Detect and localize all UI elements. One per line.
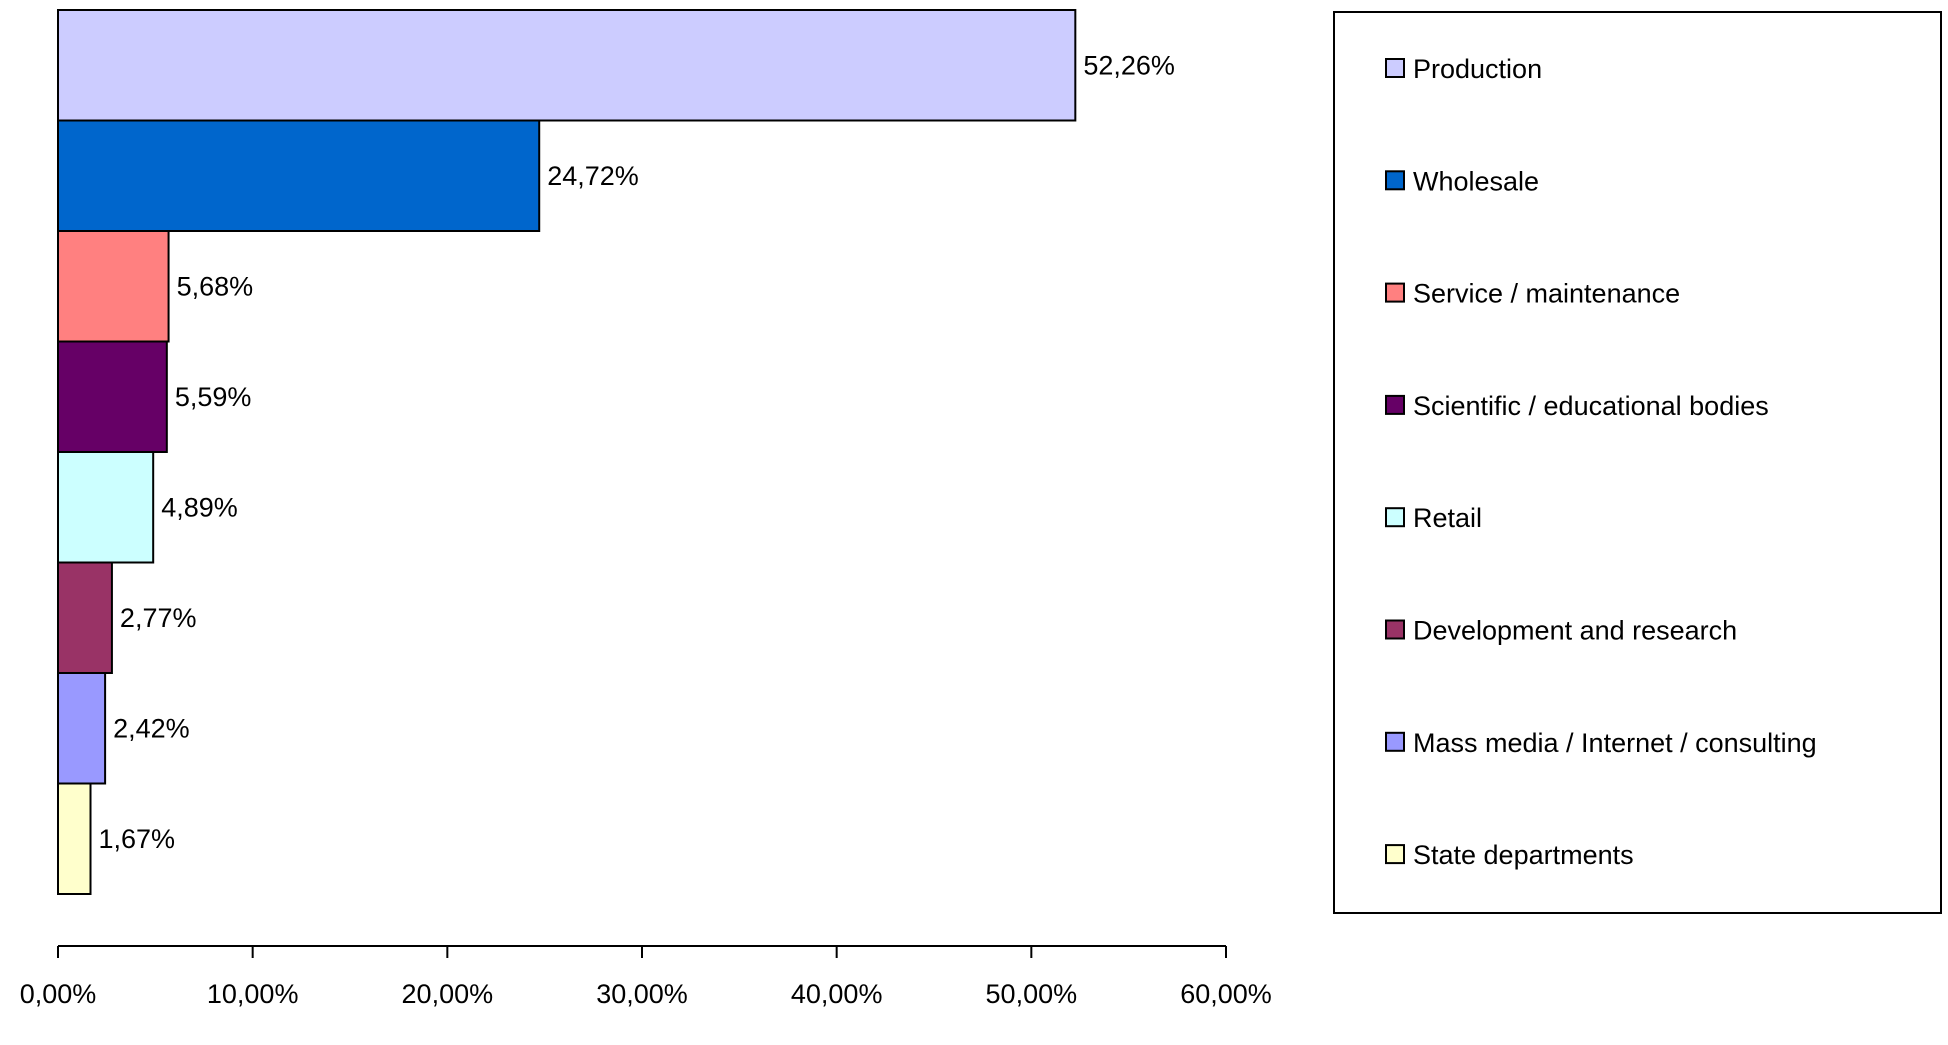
bar-state-departments xyxy=(57,782,92,895)
value-label-production: 52,26% xyxy=(1083,50,1175,80)
legend-swatch-wholesale xyxy=(1385,170,1405,191)
legend-swatch-production xyxy=(1385,58,1405,78)
value-label-state-departments: 1,67% xyxy=(99,824,176,854)
x-tick-label: 10,00% xyxy=(207,979,299,1009)
x-tick-label: 50,00% xyxy=(986,979,1078,1009)
legend-label-state-departments: State departments xyxy=(1413,840,1634,870)
bar-service-maintenance xyxy=(57,230,170,343)
bar-mass-media-internet-consulting xyxy=(57,672,107,785)
x-tick-label: 40,00% xyxy=(791,979,883,1009)
bar-development-and-research xyxy=(57,561,113,674)
value-label-development-and-research: 2,77% xyxy=(120,603,197,633)
legend-box xyxy=(1333,11,1942,914)
bar-wholesale xyxy=(57,119,541,232)
legend-swatch-scientific-educational-bodies xyxy=(1385,394,1405,415)
legend-label-production: Production xyxy=(1413,54,1542,84)
x-tick-label: 20,00% xyxy=(402,979,494,1009)
legend-label-wholesale: Wholesale xyxy=(1413,166,1539,196)
legend-label-scientific-educational-bodies: Scientific / educational bodies xyxy=(1413,391,1769,421)
value-label-mass-media-internet-consulting: 2,42% xyxy=(113,713,190,743)
bar-production xyxy=(57,9,1077,122)
bars-layer xyxy=(57,9,1077,895)
bar-scientific-educational-bodies xyxy=(57,340,168,453)
value-labels-layer: 52,26% 24,72% 5,68% 5,59% 4,89% 2,77% 2,42% 1,6… xyxy=(99,50,1175,854)
x-tick-label: 60,00% xyxy=(1180,979,1272,1009)
legend-label-development-and-research: Development and research xyxy=(1413,616,1737,646)
x-tick-label: 0,00% xyxy=(20,979,97,1009)
value-label-wholesale: 24,72% xyxy=(547,161,639,191)
legend-swatch-service-maintenance xyxy=(1385,282,1405,303)
x-tick-label: 30,00% xyxy=(596,979,688,1009)
legend-swatch-state-departments xyxy=(1385,844,1405,865)
legend-label-service-maintenance: Service / maintenance xyxy=(1413,279,1680,309)
legend-swatch-retail xyxy=(1385,507,1405,528)
legend-label-retail: Retail xyxy=(1413,503,1482,533)
legend: Production Wholesale Service / maintenance… xyxy=(1333,11,1942,914)
legend-swatch-development-and-research xyxy=(1385,619,1405,640)
legend-label-mass-media-internet-consulting: Mass media / Internet / consulting xyxy=(1413,728,1817,758)
legend-swatch-mass-media-internet-consulting xyxy=(1385,731,1405,752)
bar-retail xyxy=(57,451,155,564)
value-label-retail: 4,89% xyxy=(161,492,238,522)
x-axis: 0,00% 10,00% 20,00% 30,00% 40,00% 50,00% 60,00… xyxy=(20,945,1272,1009)
value-label-scientific-educational-bodies: 5,59% xyxy=(175,382,252,412)
value-label-service-maintenance: 5,68% xyxy=(177,271,254,301)
